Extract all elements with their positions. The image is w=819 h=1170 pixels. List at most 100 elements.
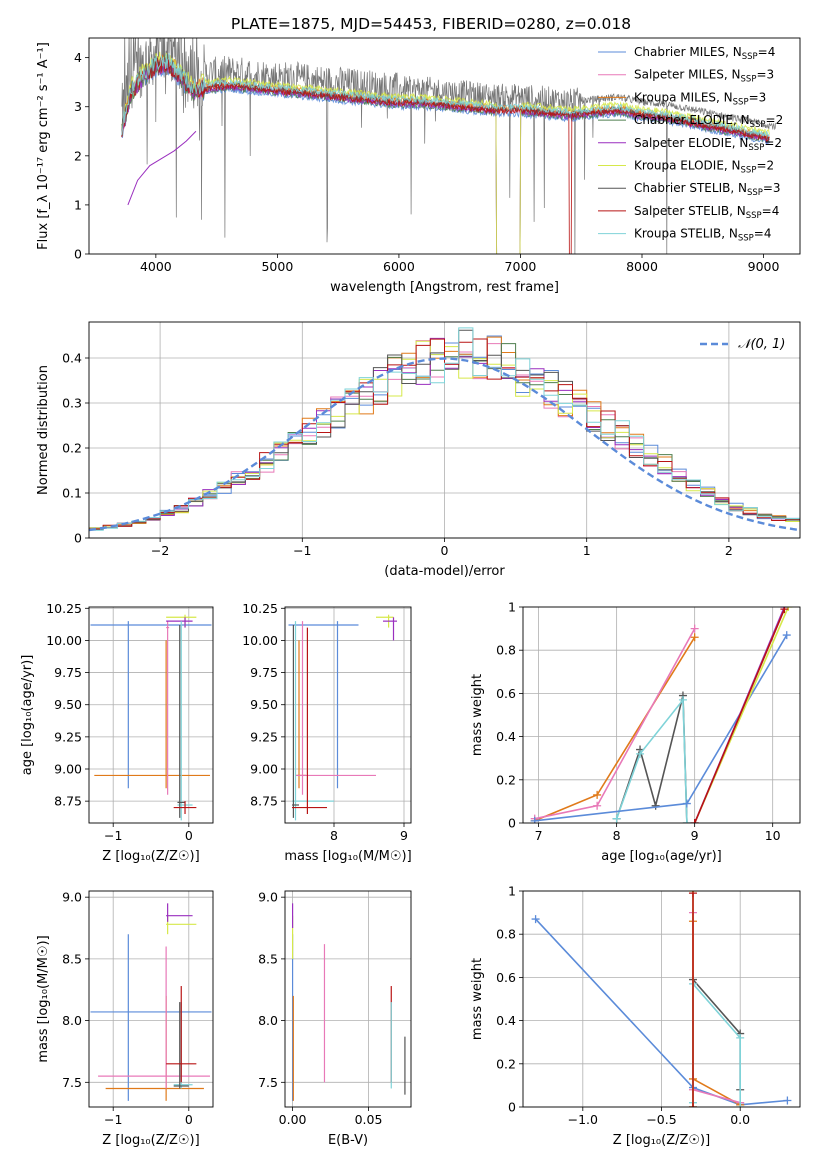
y-tick-label: 9.75 [54,665,82,680]
histogram-group [89,327,800,532]
weight-marker [688,1103,697,1107]
x-tick-label: 1 [583,543,591,558]
y-tick-label: 9.00 [250,762,278,777]
x-axis-label: E(B-V) [328,1133,368,1148]
x-tick-label: 0 [185,828,193,843]
y-tick-label: 0.8 [496,643,516,658]
panel-mass-vs-Z: −1 0 7.5 8.0 8.5 9.0 Z [log₁₀(Z/Z☉)] mass [log₁… [36,890,214,1148]
legend-suffix: =3 [749,90,767,104]
histogram-step [89,327,800,531]
y-tick-label: 7.5 [62,1075,82,1090]
y-tick-label: 0.6 [496,970,516,985]
weight-marker [736,1103,745,1107]
weight-marker [531,915,540,924]
axes-frame [88,37,801,255]
weight-marker [736,1033,745,1042]
y-tick-label: 0.1 [62,486,82,501]
x-tick-label: 0.05 [355,1112,383,1127]
x-axis-label: Z [log₁₀(Z/Z☉)] [102,849,199,864]
legend-label: Salpeter STELIB, NSSP=4 [634,204,779,221]
panel-age-vs-mass: 8 9 8.75 9.00 9.25 9.50 9.75 10.00 10.25 mass [lo… [242,601,411,864]
weight-lines [530,607,793,823]
y-tick-label: 8.0 [258,1013,278,1028]
y-tick-label: 0.4 [496,1013,516,1028]
x-tick-label: 10 [765,828,781,843]
model-spectrum-line [121,57,770,254]
y-tick-label: 1 [74,197,82,212]
weight-marker [682,799,691,808]
axes-frame [284,890,412,1108]
y-tick-label: 0 [508,816,516,831]
y-tick-label: 7.5 [258,1075,278,1090]
normal-curve [89,357,800,532]
model-spectrum-line [121,52,770,138]
y-tick-label: 0.8 [496,927,516,942]
x-tick-label: 0.0 [730,1112,750,1127]
x-axis-label: wavelength [Angstrom, rest frame] [330,280,559,295]
legend-suffix: =4 [754,227,772,241]
y-tick-label: 8.5 [258,951,278,966]
y-tick-label: 0.4 [496,729,516,744]
y-tick-label: 0.3 [62,396,82,411]
x-axis-label: Z [log₁₀(Z/Z☉)] [102,1133,199,1148]
x-tick-label: 7000 [505,259,537,274]
y-axis-label: mass [log₁₀(M/M☉)] [36,935,51,1062]
errorbar-group [291,903,406,1101]
x-tick-label: −0.5 [646,1112,676,1127]
x-tick-label: 8000 [626,259,658,274]
y-tick-label: 1 [508,600,516,615]
legend-suffix: =2 [756,159,774,173]
y-tick-label: 0.2 [496,772,516,787]
panel-mass-vs-EBV: 0.00 0.05 7.5 8.0 8.5 9.0 E(B-V) [258,890,412,1148]
x-tick-label: −1 [104,1112,122,1127]
y-tick-label: 4 [74,50,82,65]
legend-label: Salpeter MILES, NSSP=3 [634,68,774,85]
spectrum-lines [121,38,777,254]
y-tick-label: 0.4 [62,351,82,366]
weight-marker [690,819,699,823]
legend-subscript: SSP [738,234,754,244]
axes-frame [522,606,801,824]
y-tick-label: 3 [74,99,82,114]
weight-marker [782,631,791,640]
x-tick-label: 5000 [261,259,293,274]
legend-label: Chabrier MILES, NSSP=4 [634,45,775,62]
axes-frame [284,606,412,824]
weight-marker [636,749,645,758]
errorbar-group [90,903,212,1101]
errorbar-group [90,614,212,821]
y-axis-label: mass weight [470,958,485,1040]
legend-label: Chabrier ELODIE, NSSP=2 [634,113,783,130]
legend-suffix: =2 [766,113,784,127]
y-tick-label: 0.2 [62,441,82,456]
weight-marker [690,624,699,633]
legend-subscript: SSP [748,143,764,153]
legend-label: Kroupa ELODIE, NSSP=2 [634,159,774,176]
weight-line [615,697,688,823]
weight-lines [531,891,792,1107]
x-tick-label: −1.0 [568,1112,598,1127]
y-tick-label: 10.25 [46,601,82,616]
y-tick-label: 0 [74,531,82,546]
x-tick-label: 4000 [140,259,172,274]
x-tick-label: 7 [535,828,543,843]
legend-suffix: =4 [758,45,776,59]
y-tick-label: 0.2 [496,1056,516,1071]
x-tick-label: 9000 [748,259,780,274]
y-tick-label: 9.00 [54,762,82,777]
legend-subscript: SSP [746,211,762,221]
legend-suffix: =2 [764,136,782,150]
y-tick-label: 9.0 [258,890,278,905]
panel-residuals: −2 −1 0 1 2 0 0.1 0.2 0.3 0.4 (data-model)/error No… [36,321,801,579]
x-tick-label: −1 [293,543,311,558]
legend-subscript: SSP [741,75,757,85]
legend: Chabrier MILES, NSSP=4 Salpeter MILES, NS… [598,45,783,244]
legend-label: Salpeter ELODIE, NSSP=2 [634,136,782,153]
weight-marker [593,790,602,799]
weight-marker [530,816,539,823]
y-tick-label: 8.0 [62,1013,82,1028]
x-axis-label: mass [log₁₀(M/M☉)] [284,849,411,864]
legend-subscript: SSP [733,97,749,107]
y-tick-label: 9.0 [62,890,82,905]
weight-marker [682,819,691,823]
